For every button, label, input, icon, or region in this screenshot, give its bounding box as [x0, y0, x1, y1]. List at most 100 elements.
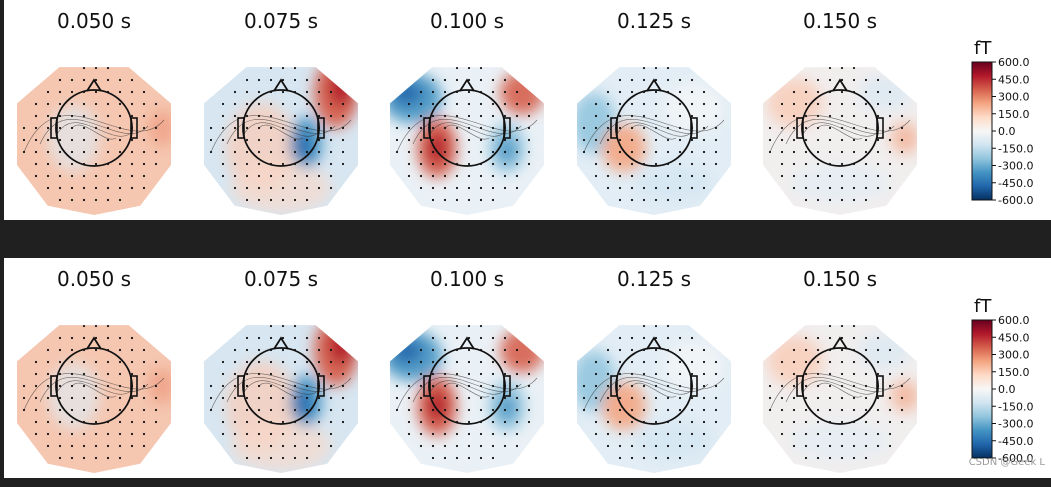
sensor-dot: [816, 186, 820, 190]
sensor-dot: [852, 150, 856, 154]
sensor-dot: [82, 396, 86, 400]
sensor-dot: [317, 408, 321, 412]
topomap-field: [763, 67, 917, 215]
sensor-dot: [245, 396, 249, 400]
sensor-dot: [702, 348, 706, 352]
sensor-dot: [840, 126, 844, 130]
sensor-dot: [678, 198, 682, 202]
sensor-dot: [245, 162, 249, 166]
sensor-dot: [876, 102, 880, 106]
colorbar-tick-label: -450.0: [998, 435, 1033, 448]
sensor-dot: [690, 78, 694, 82]
sensor-dot: [46, 138, 50, 142]
sensor-dot: [714, 162, 718, 166]
sensor-dot: [714, 372, 718, 376]
sensor-dot: [606, 114, 610, 118]
sensor-dot: [804, 420, 808, 424]
sensor-dot: [82, 67, 86, 70]
sensor-dot: [666, 432, 670, 436]
sensor-dot: [888, 90, 892, 94]
sensor-dot: [419, 162, 423, 166]
colorbar-unit: fT: [974, 38, 992, 59]
sensor-dot: [768, 126, 772, 130]
sensor-dot: [245, 348, 249, 352]
sensor-dot: [58, 348, 62, 352]
sensor-dot: [443, 384, 447, 388]
sensor-dot: [618, 90, 622, 94]
sensor-dot: [58, 420, 62, 424]
contour-line: [210, 373, 352, 411]
sensor-dot: [58, 456, 62, 460]
sensor-dot: [305, 102, 309, 106]
sensor-dot: [407, 384, 411, 388]
sensor-dot: [329, 186, 333, 190]
sensor-dot: [690, 162, 694, 166]
sensor-dot: [245, 186, 249, 190]
sensor-dot: [630, 150, 634, 154]
sensor-dot: [479, 384, 483, 388]
sensor-dot: [479, 150, 483, 154]
sensor-dot: [702, 360, 706, 364]
sensor-dot: [467, 102, 471, 106]
sensor-dot: [840, 186, 844, 190]
sensor-dot: [768, 138, 772, 142]
sensor-dot: [618, 420, 622, 424]
sensor-dot: [654, 198, 658, 202]
sensor-dot: [666, 408, 670, 412]
sensor-dot: [642, 102, 646, 106]
sensor-dot: [816, 360, 820, 364]
sensor-dot: [221, 102, 225, 106]
sensor-dot: [395, 150, 399, 154]
sensor-dot: [22, 138, 26, 142]
sensor-dot: [654, 420, 658, 424]
sensor-dot: [245, 456, 249, 460]
sensor-dot: [582, 384, 586, 388]
sensor-dot: [527, 102, 531, 106]
contour-line: [210, 115, 352, 153]
sensor-dot: [666, 456, 670, 460]
sensor-dot: [209, 408, 213, 412]
sensor-dot: [281, 150, 285, 154]
field-blob: [790, 421, 890, 461]
sensor-dot: [714, 396, 718, 400]
sensor-dot: [828, 360, 832, 364]
sensor-dot: [503, 186, 507, 190]
sensor-dot: [455, 336, 459, 340]
sensor-dot: [118, 78, 122, 82]
sensor-dot: [407, 432, 411, 436]
sensor-dot: [455, 67, 459, 70]
sensor-dot: [106, 138, 110, 142]
sensor-dot: [828, 67, 832, 70]
nose-outline: [459, 78, 475, 92]
sensor-dot: [654, 372, 658, 376]
topomap: 0.150 s: [763, 267, 917, 473]
sensor-dot: [876, 372, 880, 376]
sensor-dot: [257, 432, 261, 436]
sensor-dot: [317, 90, 321, 94]
topomap: 0.050 s: [17, 267, 171, 473]
sensor-dot: [888, 444, 892, 448]
sensor-dot: [804, 162, 808, 166]
sensor-dot: [630, 114, 634, 118]
sensor-dot: [443, 186, 447, 190]
sensor-dot: [34, 432, 38, 436]
sensor-dot: [606, 138, 610, 142]
field-blob: [231, 421, 331, 471]
sensor-dot: [419, 444, 423, 448]
sensor-dot: [118, 444, 122, 448]
sensor-dot: [46, 420, 50, 424]
sensor-dot: [515, 396, 519, 400]
sensor-dot: [269, 360, 273, 364]
sensor-dot: [154, 162, 158, 166]
sensor-dot: [852, 67, 856, 70]
sensor-dot: [46, 372, 50, 376]
sensor-dot: [257, 396, 261, 400]
sensor-dot: [828, 444, 832, 448]
sensor-dot: [654, 384, 658, 388]
sensor-dot: [142, 126, 146, 130]
sensor-dot: [58, 162, 62, 166]
sensor-dot: [780, 408, 784, 412]
sensor-dot: [130, 348, 134, 352]
sensor-dot: [94, 372, 98, 376]
sensor-dot: [142, 420, 146, 424]
